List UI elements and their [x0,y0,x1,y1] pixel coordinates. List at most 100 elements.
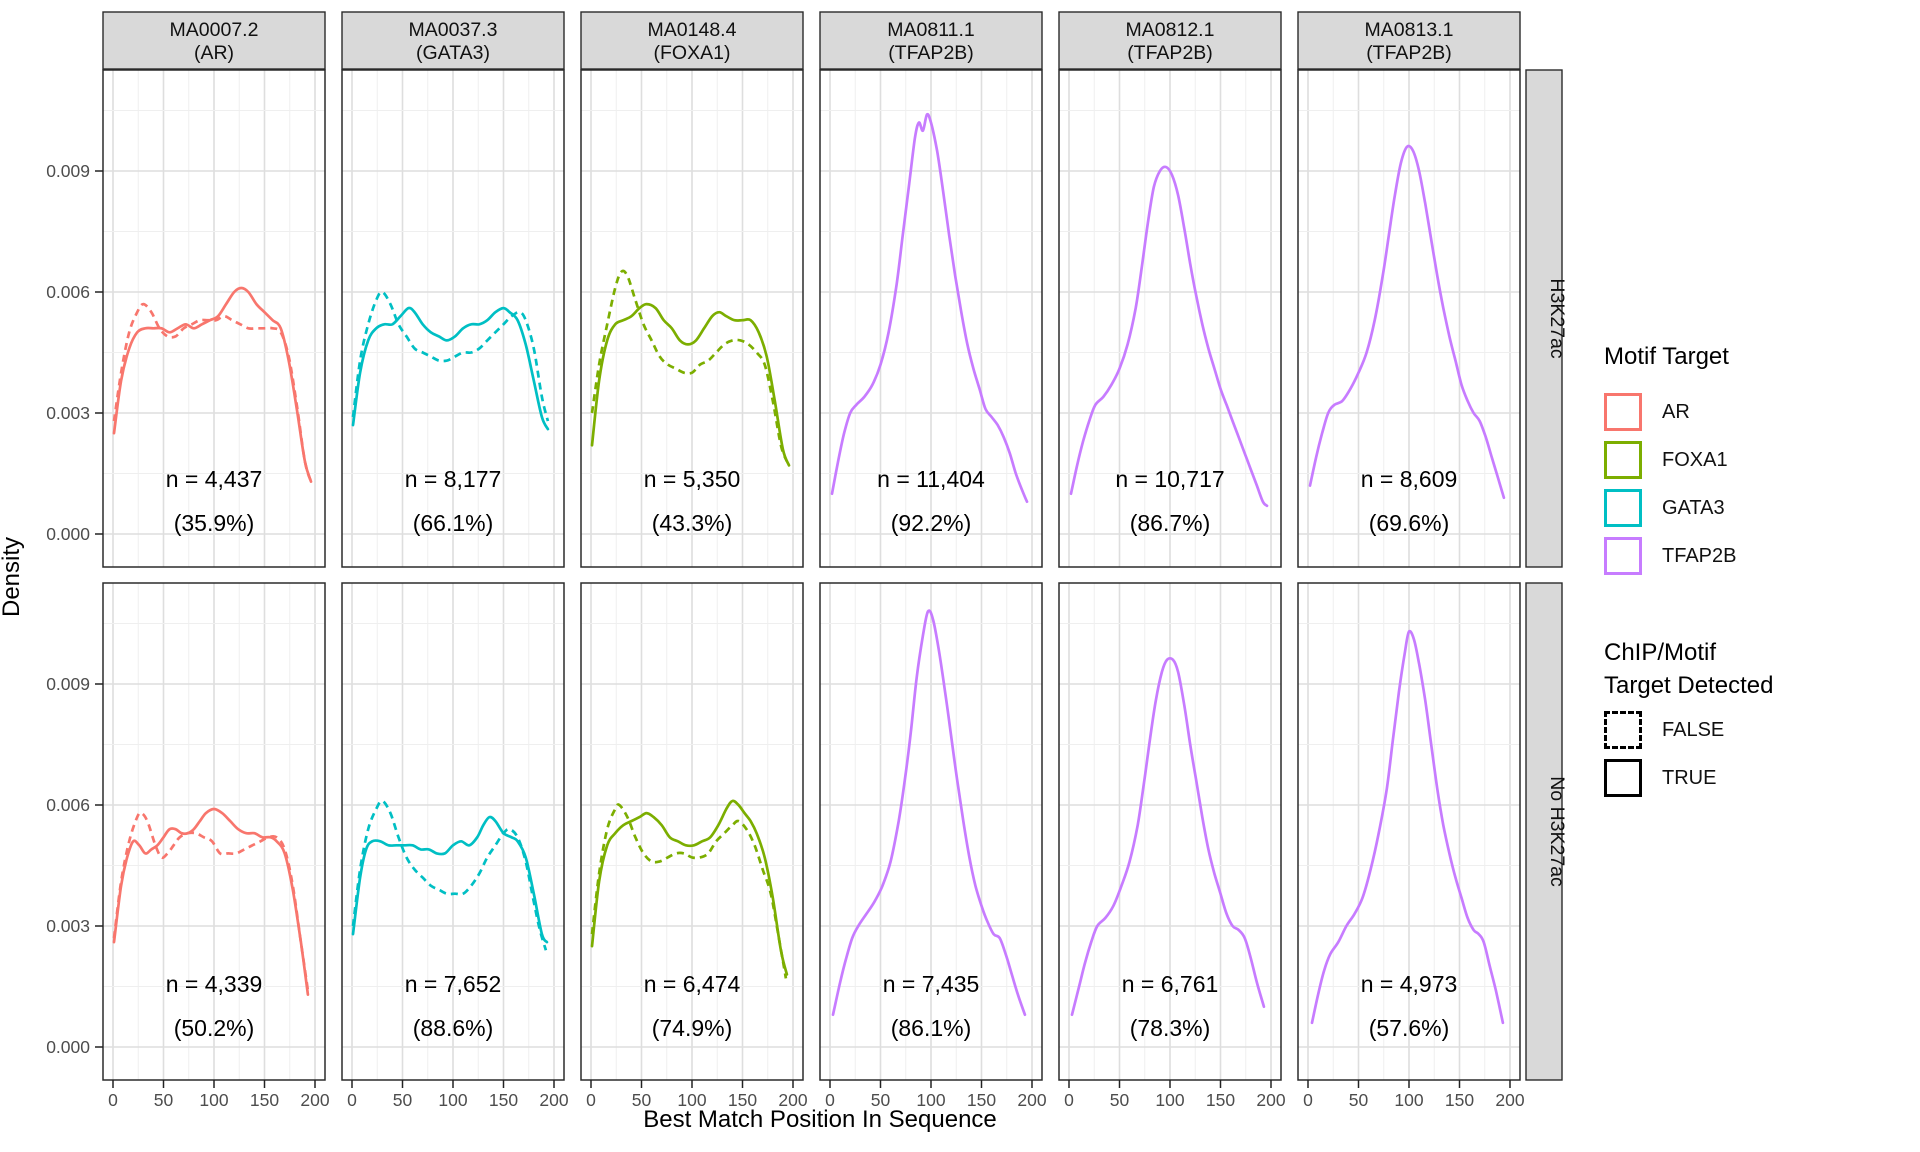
legend-item-label: AR [1662,400,1690,423]
x-tick-label: 50 [871,1090,891,1110]
panel-border [580,69,804,568]
legend-motif-items: AR FOXA1 GATA3 TFAP2B [1604,392,1736,584]
panel-pct-label: (86.7%) [1130,510,1211,536]
x-tick-label: 0 [108,1090,118,1110]
panel-n-label: n = 4,973 [1361,971,1458,997]
panel-series-group [351,799,549,951]
x-tick-label: 200 [539,1090,568,1110]
facet-strip-box [1525,69,1563,568]
density-curve-false [112,811,310,991]
panel-pct-label: (78.3%) [1130,1015,1211,1041]
panel-border [102,69,326,568]
density-curve-true [590,302,791,467]
facet-header-id: MA0148.4 [648,19,737,41]
density-curve-false [590,269,789,462]
density-curve-true [1070,656,1266,1017]
facet-header-box [819,11,1043,70]
facet-strip-label: No H3K27ac [1546,776,1568,887]
panel-series-group [1070,656,1266,1017]
panel-n-label: n = 4,339 [166,971,263,997]
x-tick-label: 50 [632,1090,652,1110]
panel-n-label: n = 6,761 [1122,971,1219,997]
legend-motif-title: Motif Target [1604,343,1729,370]
facet-header-box [102,11,326,70]
x-tick-label: 50 [154,1090,174,1110]
legend-key-swatch [1604,759,1642,797]
x-axis-title: Best Match Position In Sequence [643,1106,997,1133]
x-tick-label: 150 [967,1090,996,1110]
legend-key-swatch [1604,441,1642,479]
y-tick-label: 0.000 [46,524,90,544]
y-axis-title: Density [0,536,25,618]
facet-header-target: (FOXA1) [654,42,731,64]
panel-n-label: n = 10,717 [1115,466,1224,492]
facet-header-target: (GATA3) [416,42,490,64]
legend-item-foxa1: FOXA1 [1604,440,1736,480]
y-tick-label: 0.003 [46,916,90,936]
x-tick-label: 0 [825,1090,835,1110]
density-curve-true [112,286,313,483]
facet-header-target: (TFAP2B) [1366,42,1452,64]
density-curve-false [112,302,313,483]
legend-detected-title-line2: Target Detected [1604,672,1774,699]
panel-pct-label: (88.6%) [413,1015,494,1041]
legend-item-gata3: GATA3 [1604,488,1736,528]
density-curve-true [590,799,789,976]
facet-header-id: MA0812.1 [1126,19,1215,41]
x-tick-label: 100 [199,1090,228,1110]
facet-strip-label: H3K27ac [1546,278,1568,358]
x-tick-label: 100 [1394,1090,1423,1110]
panel-border [341,69,565,568]
x-tick-label: 50 [1349,1090,1369,1110]
x-tick-label: 200 [1495,1090,1524,1110]
x-tick-label: 0 [1064,1090,1074,1110]
facet-header-id: MA0007.2 [170,19,259,41]
x-tick-label: 0 [347,1090,357,1110]
x-tick-label: 150 [1206,1090,1235,1110]
x-tick-label: 150 [489,1090,518,1110]
panel-pct-label: (86.1%) [891,1015,972,1041]
y-tick-label: 0.009 [46,674,90,694]
panel-series-group [1310,629,1505,1025]
x-tick-label: 0 [1303,1090,1313,1110]
legend-item-true: TRUE [1604,758,1724,798]
x-tick-label: 50 [1110,1090,1130,1110]
y-tick-label: 0.006 [46,795,90,815]
panel-n-label: n = 4,437 [166,466,263,492]
legend-detected-title-line1: ChIP/Motif [1604,639,1717,666]
legend-item-label: GATA3 [1662,496,1725,519]
panel-series-group [1308,144,1506,500]
density-curve-true [1069,165,1269,508]
x-tick-label: 200 [1017,1090,1046,1110]
x-tick-label: 0 [586,1090,596,1110]
x-tick-label: 100 [916,1090,945,1110]
y-tick-label: 0.006 [46,282,90,302]
panel-pct-label: (57.6%) [1369,1015,1450,1041]
x-tick-label: 100 [677,1090,706,1110]
density-curve-true [831,609,1027,1017]
facet-header-target: (TFAP2B) [888,42,974,64]
legend-item-label: FALSE [1662,718,1725,741]
x-tick-label: 150 [728,1090,757,1110]
x-tick-label: 150 [250,1090,279,1110]
facet-header-id: MA0813.1 [1365,19,1454,41]
panel-n-label: n = 7,652 [405,971,502,997]
legend-item-tfap2b: TFAP2B [1604,536,1736,576]
x-tick-label: 150 [1445,1090,1474,1110]
x-tick-label: 50 [393,1090,413,1110]
panel-n-label: n = 5,350 [644,466,741,492]
density-curve-true [830,112,1029,504]
panel-n-label: n = 11,404 [877,466,985,492]
panel-series-group [351,290,550,431]
x-tick-label: 200 [1256,1090,1285,1110]
panel-pct-label: (50.2%) [174,1015,255,1041]
facet-header-box [1297,11,1521,70]
density-curve-true [1308,144,1506,500]
panel-n-label: n = 8,609 [1361,466,1458,492]
legend-detected-title: ChIP/Motif Target Detected [1604,636,1773,702]
density-curve-true [112,807,310,996]
facet-strip-box [1525,582,1563,1081]
panel-n-label: n = 7,435 [883,971,980,997]
